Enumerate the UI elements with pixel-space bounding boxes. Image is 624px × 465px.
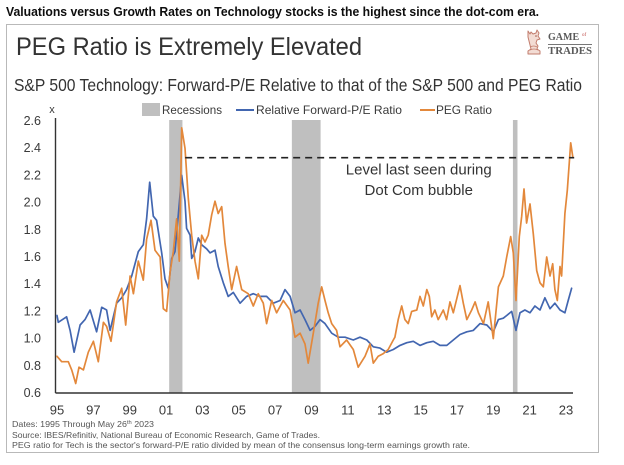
page-heading: Valuations versus Growth Rates on Techno…: [6, 5, 540, 19]
y-axis-unit-label: x: [49, 104, 55, 116]
annotation-dotcom: Level last seen during Dot Com bubble: [346, 161, 492, 198]
footnote-dates-text: Dates: 1995 Through May 26: [12, 419, 127, 429]
x-tick-label: 11: [341, 403, 355, 418]
game-of-trades-logo: GAME of TRADES: [524, 27, 596, 57]
y-tick-label: 1.6: [24, 250, 41, 264]
legend-swatch-peg: [420, 109, 435, 111]
x-tick-label: 23: [559, 403, 573, 418]
x-tick-label: 03: [195, 403, 209, 418]
x-tick-label: 19: [486, 403, 500, 418]
footnote-dates-ordinal: th: [126, 420, 132, 426]
card-border: [6, 24, 599, 453]
x-tick-label: 05: [232, 403, 246, 418]
x-tick-label: 15: [413, 403, 427, 418]
x-tick-label: 09: [304, 403, 318, 418]
y-tick-label: 0.8: [24, 359, 41, 373]
footnote-definition: PEG ratio for Tech is the sector's forwa…: [12, 440, 470, 450]
card-title: PEG Ratio is Extremely Elevated: [16, 33, 363, 61]
footnote-dates: Dates: 1995 Through May 26th 2023: [12, 418, 154, 429]
recession-bands: [169, 120, 518, 393]
logo-text-game: GAME: [548, 32, 580, 43]
y-tick-label: 1.4: [24, 277, 41, 291]
recession-band: [169, 120, 183, 393]
annotation-text-line: Level last seen during: [346, 161, 492, 178]
y-tick-label: 1.8: [24, 223, 41, 237]
x-tick-label: 07: [268, 403, 282, 418]
legend-label-relative-pe: Relative Forward-P/E Ratio: [256, 103, 403, 117]
y-tick-label: 1.2: [24, 304, 41, 318]
legend-label-peg: PEG Ratio: [436, 103, 492, 117]
y-tick-label: 2.4: [24, 141, 41, 155]
footnote-dates-year: 2023: [131, 419, 154, 429]
logo-text-trades: TRADES: [548, 45, 593, 57]
footnote-source: Source: IBES/Refinitiv, National Bureau …: [12, 430, 320, 440]
recession-band: [512, 120, 518, 393]
x-tick-label: 21: [522, 403, 536, 418]
chart-title: S&P 500 Technology: Forward-P/E Relative…: [14, 75, 582, 95]
annotation-text-line: Dot Com bubble: [365, 182, 473, 199]
x-tick-label: 97: [86, 403, 100, 418]
y-tick-label: 2.6: [24, 114, 41, 128]
bull-chess-piece-icon: [527, 29, 541, 55]
y-tick-labels: 0.6 0.8 1.0 1.2 1.4 1.6 1.8 2.0 2.2 2.4 2.6: [24, 114, 41, 400]
y-tick-label: 2.2: [24, 168, 41, 182]
x-tick-label: 01: [159, 403, 173, 418]
x-tick-label: 17: [450, 403, 464, 418]
x-tick-labels: 95 97 99 01 03 05 07 09 11 13 15 17 19 21 23: [50, 403, 573, 418]
legend-swatch-recessions: [142, 103, 160, 116]
series-line-peg-ratio: [56, 126, 574, 385]
y-tick-label: 0.6: [24, 386, 41, 400]
logo-text-of: of: [582, 33, 587, 38]
y-tick-label: 2.0: [24, 196, 41, 210]
legend-swatch-relative-pe: [236, 109, 254, 111]
legend-label-recessions: Recessions: [162, 103, 223, 117]
y-tick-label: 1.0: [24, 332, 41, 346]
x-tick-label: 95: [50, 403, 64, 418]
x-tick-label: 13: [377, 403, 391, 418]
logo-divider: [548, 44, 592, 45]
x-tick-label: 99: [122, 403, 136, 418]
